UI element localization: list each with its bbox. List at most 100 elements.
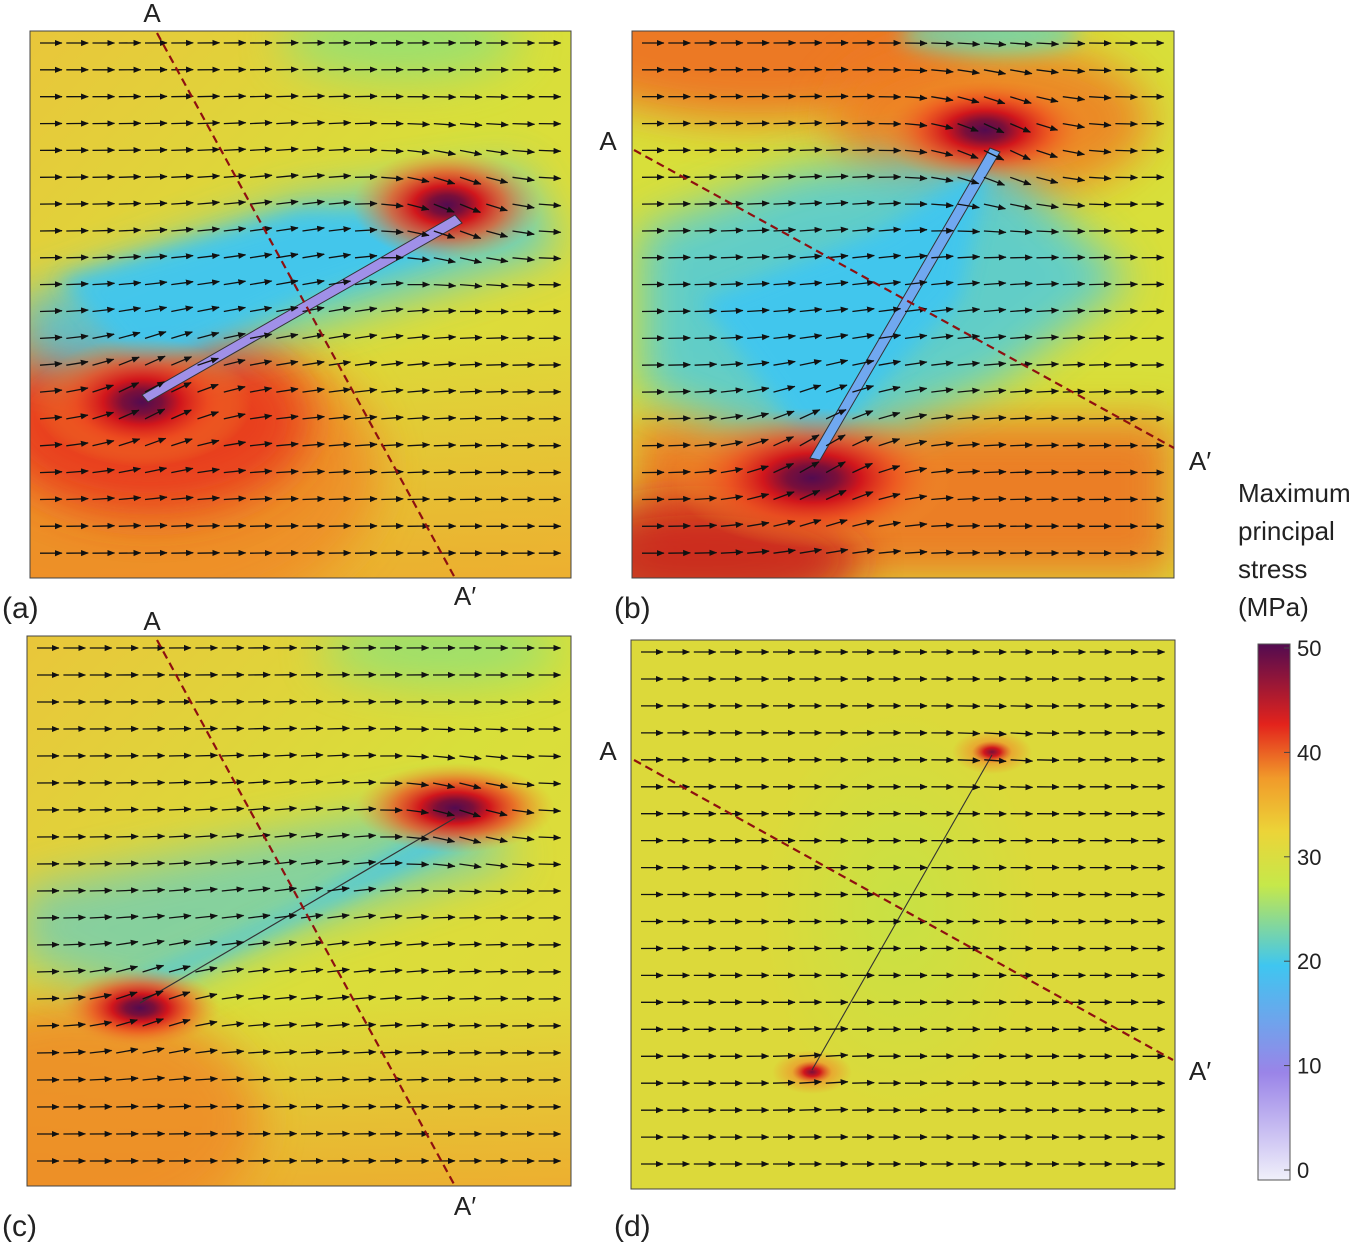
vector-arrow [168, 886, 192, 893]
vector-arrow [195, 886, 218, 893]
vector-arrow [1010, 730, 1034, 737]
vector-arrow [406, 753, 430, 760]
vector-arrow [328, 173, 352, 180]
vector-arrow [406, 835, 430, 842]
vector-arrow [354, 146, 378, 154]
vector-arrow [381, 387, 404, 394]
vector-arrow [773, 307, 797, 314]
vector-arrow [720, 307, 744, 314]
vector-arrow [720, 467, 744, 474]
vector-arrow [904, 279, 928, 287]
vector-arrow [485, 995, 509, 1002]
vector-arrow [1010, 41, 1033, 48]
vector-arrow [694, 441, 718, 448]
vector-arrow [223, 467, 247, 475]
vector-arrow [406, 913, 430, 921]
vector-arrow [144, 381, 165, 393]
vector-arrow [168, 752, 192, 759]
vector-arrow [486, 257, 509, 264]
vector-arrow [931, 253, 954, 260]
vector-arrow [302, 93, 326, 100]
vector-arrow [799, 146, 823, 153]
vector-arrow [144, 330, 167, 340]
vector-arrow [223, 199, 247, 206]
vector-arrow [668, 334, 691, 342]
vector-arrow [66, 307, 89, 314]
vector-arrow [168, 806, 192, 813]
vector-arrow [171, 173, 194, 180]
vector-arrow [221, 1103, 245, 1110]
vector-arrow [538, 780, 562, 787]
vector-arrow [249, 386, 273, 393]
vector-arrow [197, 226, 221, 233]
vector-arrow [512, 148, 536, 155]
vector-arrow [459, 388, 483, 395]
vector-arrow [1115, 120, 1139, 128]
vector-arrow [406, 967, 430, 975]
vector-arrow [302, 495, 326, 503]
vector-arrow [327, 805, 350, 812]
vector-arrow [432, 968, 456, 975]
vector-arrow [327, 886, 350, 893]
vector-arrow [144, 437, 167, 447]
panel-c-line-start-label: A [143, 606, 161, 636]
vector-arrow [852, 1079, 875, 1086]
vector-arrow [459, 282, 483, 289]
vector-arrow [89, 966, 113, 973]
vector-arrow [459, 809, 482, 818]
vector-arrow [772, 1052, 796, 1059]
vector-arrow [407, 203, 430, 211]
vector-arrow [957, 149, 979, 159]
vector-arrow [327, 725, 351, 732]
colorbar-gradient [1257, 643, 1291, 1181]
vector-arrow [852, 435, 873, 447]
vector-arrow [327, 859, 350, 866]
vector-arrow [142, 964, 165, 973]
vector-arrow [852, 1052, 875, 1060]
vector-arrow [694, 414, 718, 421]
vector-arrow [381, 414, 404, 421]
vector-arrow [276, 93, 299, 100]
vector-arrow [327, 778, 351, 786]
vector-arrow [747, 520, 770, 527]
vector-arrow [1036, 149, 1059, 159]
vector-arrow [904, 174, 928, 182]
vector-arrow [354, 414, 378, 421]
vector-arrow [276, 359, 299, 366]
vector-arrow [459, 121, 483, 128]
vector-arrow [459, 257, 483, 265]
colorbar-title-line-3: stress [1238, 554, 1307, 584]
vector-arrow [826, 280, 849, 287]
vector-arrow [1036, 228, 1060, 235]
vector-arrow [1010, 784, 1034, 791]
vector-arrow [249, 93, 273, 100]
vector-arrow [1062, 67, 1086, 75]
colorbar-tick-label: 50 [1297, 636, 1321, 661]
vector-arrow [118, 438, 141, 447]
vector-arrow [249, 225, 273, 233]
vector-arrow [1036, 388, 1060, 395]
vector-arrow [983, 360, 1007, 368]
vector-arrow [407, 176, 430, 184]
vector-arrow [302, 468, 326, 475]
vector-arrow [931, 333, 954, 340]
vector-arrow [195, 832, 218, 840]
panel-c-stress-field [27, 636, 571, 1186]
vector-arrow [353, 859, 377, 866]
vector-arrow [433, 334, 457, 341]
vector-arrow [195, 1048, 218, 1055]
vector-arrow [66, 386, 89, 393]
vector-arrow [485, 941, 509, 948]
vector-arrow [983, 149, 1005, 161]
vector-arrow [380, 913, 403, 920]
vector-arrow [904, 121, 928, 129]
vector-arrow [274, 725, 298, 732]
vector-arrow [1089, 175, 1112, 182]
vector-arrow [39, 441, 63, 448]
vector-arrow [406, 887, 430, 894]
vector-arrow [852, 384, 875, 393]
vector-arrow [983, 254, 1007, 261]
vector-arrow [300, 859, 324, 866]
vector-arrow [459, 442, 483, 449]
